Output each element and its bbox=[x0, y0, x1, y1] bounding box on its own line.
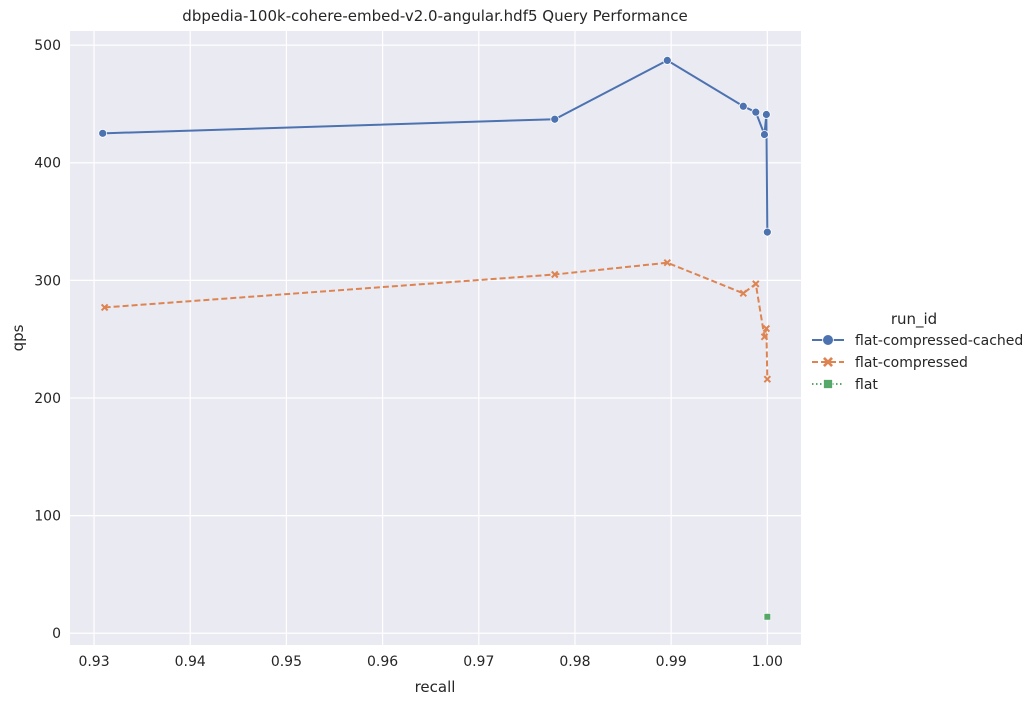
data-point bbox=[761, 110, 771, 119]
x-tick-label: 1.00 bbox=[752, 654, 783, 670]
x-tick-label: 0.98 bbox=[559, 654, 590, 670]
data-point bbox=[763, 613, 771, 621]
data-point bbox=[763, 375, 772, 383]
x-tick-label: 0.94 bbox=[175, 654, 206, 670]
data-point bbox=[662, 56, 672, 65]
marker-stroke bbox=[551, 270, 559, 279]
series-flat bbox=[763, 613, 771, 621]
plot-area bbox=[70, 31, 801, 645]
legend-label: flat bbox=[855, 377, 878, 393]
data-point bbox=[98, 128, 108, 138]
marker-stroke bbox=[763, 375, 772, 383]
data-point bbox=[760, 130, 769, 139]
legend-marker bbox=[822, 334, 834, 346]
x-tick-label: 0.96 bbox=[367, 654, 398, 670]
marker-stroke bbox=[663, 259, 672, 267]
y-tick-labels: 0 100 200 300 400 500 bbox=[34, 38, 61, 642]
legend-item: flat bbox=[812, 377, 878, 393]
legend-label: flat-compressed bbox=[855, 355, 968, 371]
y-tick-label: 400 bbox=[34, 156, 61, 172]
data-point bbox=[551, 270, 559, 279]
legend-title: run_id bbox=[891, 310, 937, 329]
data-point bbox=[762, 227, 772, 237]
marker-stroke bbox=[822, 356, 834, 368]
x-tick-label: 0.95 bbox=[271, 654, 302, 670]
legend-item: flat-compressed-cached bbox=[812, 333, 1023, 349]
data-point bbox=[752, 280, 760, 288]
x-tick-labels: 0.93 0.94 0.95 0.96 0.97 0.98 0.99 1.00 bbox=[78, 654, 782, 670]
data-point bbox=[100, 303, 109, 312]
y-tick-label: 200 bbox=[34, 391, 61, 407]
x-tick-label: 0.99 bbox=[656, 654, 687, 670]
y-axis-label: qps bbox=[9, 324, 27, 351]
legend-marker bbox=[823, 379, 833, 389]
data-point bbox=[550, 114, 560, 124]
data-point bbox=[739, 289, 747, 298]
data-point bbox=[738, 101, 748, 111]
series-flat-compressed bbox=[100, 259, 772, 383]
legend-marker bbox=[822, 356, 834, 368]
data-point bbox=[762, 324, 771, 333]
marker-stroke bbox=[760, 333, 769, 341]
x-axis-label: recall bbox=[415, 678, 456, 696]
y-tick-label: 300 bbox=[34, 273, 61, 289]
y-tick-label: 100 bbox=[34, 509, 61, 525]
chart-title: dbpedia-100k-cohere-embed-v2.0-angular.h… bbox=[182, 7, 687, 25]
marker-stroke bbox=[762, 324, 771, 333]
series-flat-compressed-cached bbox=[98, 56, 772, 237]
data-point bbox=[760, 333, 769, 341]
marker-stroke bbox=[752, 280, 760, 288]
data-point bbox=[663, 259, 672, 267]
series-layer bbox=[98, 56, 772, 621]
legend: run_id flat-compressed-cached flat-compre… bbox=[812, 310, 1023, 393]
data-point bbox=[751, 107, 761, 117]
y-tick-label: 500 bbox=[34, 38, 61, 54]
legend-item: flat-compressed bbox=[812, 355, 968, 371]
y-tick-label: 0 bbox=[52, 626, 61, 642]
x-tick-label: 0.93 bbox=[78, 654, 109, 670]
legend-label: flat-compressed-cached bbox=[855, 333, 1023, 349]
x-tick-label: 0.97 bbox=[463, 654, 494, 670]
marker-stroke bbox=[100, 303, 109, 312]
marker-stroke bbox=[739, 289, 747, 298]
